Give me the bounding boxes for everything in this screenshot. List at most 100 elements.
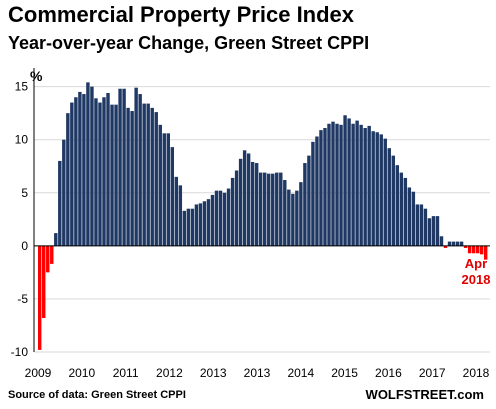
bar-2013-08 xyxy=(258,172,263,246)
bar-2013-06 xyxy=(250,161,255,246)
bar-2017-02 xyxy=(427,218,432,246)
bar-2014-01 xyxy=(279,172,283,246)
bar-2010-07 xyxy=(110,104,114,246)
bar-2014-06 xyxy=(299,182,303,246)
bar-2012-11 xyxy=(222,192,227,246)
bar-2016-11 xyxy=(415,204,420,246)
bar-2010-01 xyxy=(86,82,90,246)
bar-2015-07 xyxy=(351,123,355,246)
bar-2009-12 xyxy=(82,94,86,246)
bar-2017-03 xyxy=(431,216,436,246)
bar-2009-09 xyxy=(70,102,74,246)
bar-2009-10 xyxy=(74,97,78,246)
bar-2013-10 xyxy=(267,173,271,246)
bar-2010-12 xyxy=(130,111,134,246)
bar-2010-06 xyxy=(106,92,110,246)
bar-2012-08 xyxy=(210,194,215,246)
bar-2017-11 xyxy=(463,245,468,248)
bar-2016-03 xyxy=(383,138,387,246)
bar-2017-07 xyxy=(447,241,452,246)
data-source-note: Source of data: Green Street CPPI xyxy=(8,389,186,401)
bar-2014-12 xyxy=(323,128,327,246)
x-tick-label: 2011 xyxy=(113,366,139,380)
y-tick-label: 10 xyxy=(15,133,29,147)
x-tick-label: 2014 xyxy=(287,366,314,380)
bar-2018-02 xyxy=(475,245,480,254)
y-tick-label: -10 xyxy=(11,345,29,359)
bar-series xyxy=(38,82,488,350)
bar-2016-10 xyxy=(411,191,416,246)
x-tick-label: 2016 xyxy=(375,366,402,380)
bar-2016-05 xyxy=(391,155,395,246)
bar-2018-04 xyxy=(483,245,488,260)
bar-2015-09 xyxy=(359,124,363,246)
bar-2015-11 xyxy=(367,125,371,246)
bar-2010-02 xyxy=(90,86,94,246)
y-axis-unit-label: % xyxy=(30,68,43,84)
bar-2016-04 xyxy=(387,148,391,246)
bar-2014-05 xyxy=(295,190,299,246)
bar-2011-03 xyxy=(142,103,146,246)
bar-2016-06 xyxy=(395,165,400,246)
bar-2011-10 xyxy=(170,147,175,246)
y-tick-labels: -10 -5 0 5 10 15 xyxy=(11,80,29,359)
bar-2011-12 xyxy=(178,185,183,246)
bar-2016-02 xyxy=(379,134,383,246)
bar-2013-04 xyxy=(242,150,247,246)
bar-2017-10 xyxy=(459,241,464,246)
bar-2013-05 xyxy=(246,153,251,246)
bar-2015-05 xyxy=(343,115,347,246)
bar-2015-06 xyxy=(347,118,351,246)
bar-2009-04 xyxy=(50,245,54,264)
bar-2013-01 xyxy=(230,177,235,246)
bar-2016-09 xyxy=(407,187,412,246)
bar-2011-09 xyxy=(166,133,170,246)
bar-2013-07 xyxy=(254,163,259,246)
bar-2017-04 xyxy=(435,216,440,246)
bar-2011-08 xyxy=(162,133,166,246)
bar-2010-11 xyxy=(126,107,130,246)
bar-2012-05 xyxy=(198,203,203,246)
bar-2014-02 xyxy=(283,180,287,246)
apr-2018-annotation: Apr 2018 xyxy=(461,256,491,287)
bar-2015-12 xyxy=(371,131,375,246)
bar-2017-08 xyxy=(451,241,456,246)
bar-2016-08 xyxy=(403,177,408,246)
bar-2017-01 xyxy=(423,208,428,246)
bar-2011-05 xyxy=(150,107,154,246)
bar-2016-12 xyxy=(419,204,424,246)
bar-2013-03 xyxy=(238,158,243,246)
bar-2009-06 xyxy=(58,160,62,246)
bar-2013-09 xyxy=(263,172,267,246)
bar-2015-04 xyxy=(339,124,343,246)
bar-2009-11 xyxy=(78,91,82,246)
bar-2012-02 xyxy=(186,208,191,246)
y-tick-label: 0 xyxy=(21,239,28,253)
bar-2012-01 xyxy=(182,210,187,246)
bar-2009-02 xyxy=(42,245,46,319)
chart-title: Commercial Property Price Index xyxy=(8,2,355,27)
bar-2014-04 xyxy=(291,193,295,246)
y-tick-label: 15 xyxy=(15,80,29,94)
bar-2010-09 xyxy=(118,88,122,246)
bar-2016-01 xyxy=(375,132,379,246)
bar-2011-06 xyxy=(154,112,158,246)
bar-2009-01 xyxy=(38,245,42,350)
bar-2015-02 xyxy=(331,121,335,246)
bar-2013-02 xyxy=(234,170,239,246)
bar-2011-11 xyxy=(174,176,179,246)
x-tick-label: 2017 xyxy=(419,366,446,380)
bar-2015-03 xyxy=(335,123,339,246)
bar-2015-08 xyxy=(355,120,359,246)
bar-2016-07 xyxy=(399,172,404,246)
x-tick-labels: 2009 2010 2011 2012 2013 2013 2014 2015 2016 2017… xyxy=(25,366,490,380)
bar-2012-03 xyxy=(190,208,195,246)
bar-2010-10 xyxy=(122,88,126,246)
x-tick-label: 2018 xyxy=(463,366,490,380)
y-tick-label: -5 xyxy=(17,292,28,306)
bar-2009-08 xyxy=(66,113,70,246)
bar-2014-11 xyxy=(319,130,323,246)
bar-2013-12 xyxy=(275,172,279,246)
bar-2010-05 xyxy=(102,97,106,246)
